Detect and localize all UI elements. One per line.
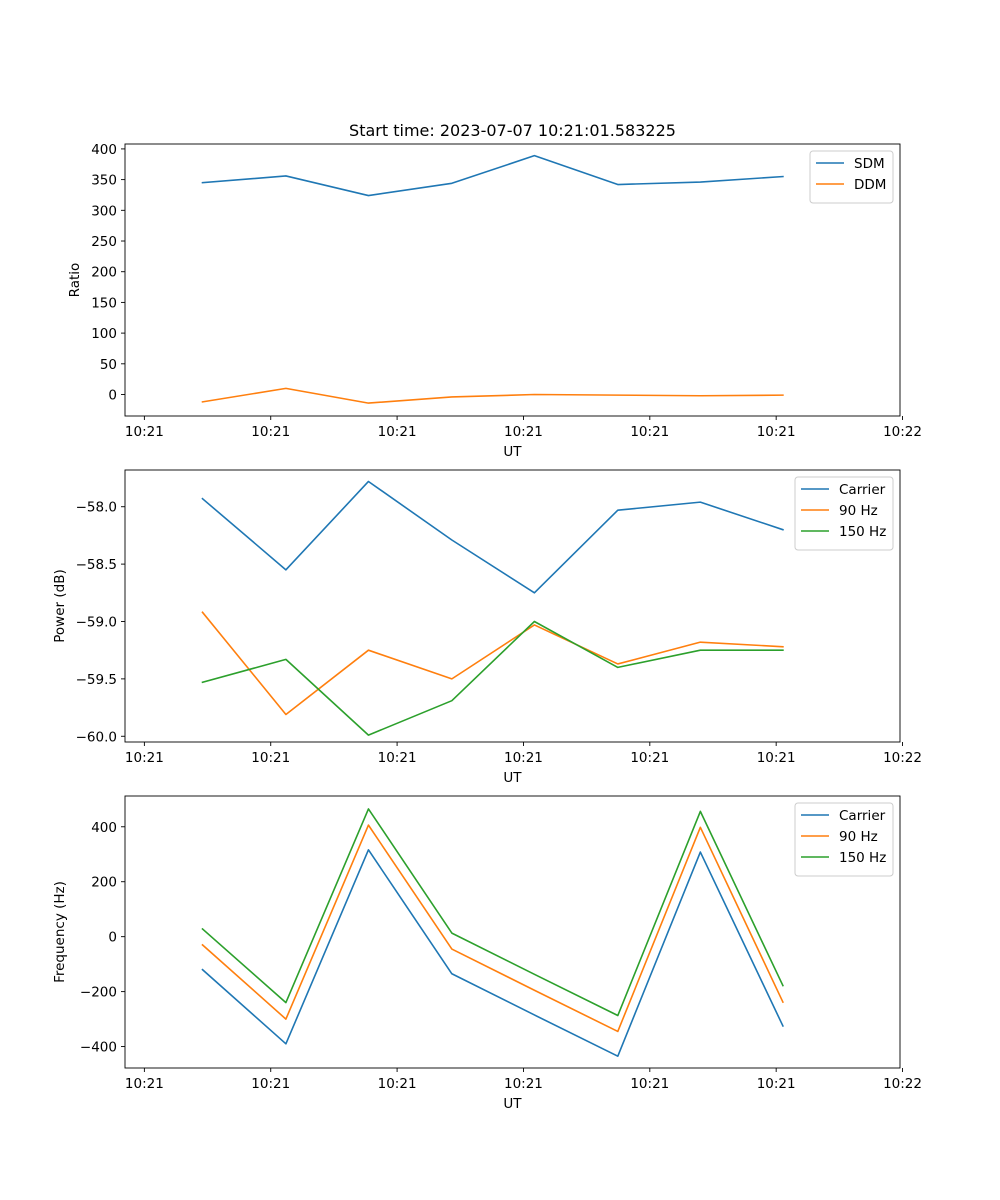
y-tick-label: 400 xyxy=(91,820,117,836)
x-tick-label: 10:22 xyxy=(883,1076,922,1092)
y-tick-label: −58.5 xyxy=(76,557,117,573)
y-tick-label: −59.5 xyxy=(76,672,117,688)
x-tick-label: 10:21 xyxy=(251,750,290,766)
legend-label: Carrier xyxy=(839,808,886,824)
y-tick-label: −200 xyxy=(80,985,117,1001)
legend-label: DDM xyxy=(854,177,886,193)
x-axis-label: UT xyxy=(503,770,522,786)
series-line-150-hz xyxy=(201,808,784,1017)
y-axis-label: Frequency (Hz) xyxy=(52,881,68,983)
axes-frame xyxy=(124,143,901,417)
y-tick-label: 250 xyxy=(91,234,117,250)
series-line-90-hz xyxy=(201,824,784,1033)
legend-label: 90 Hz xyxy=(839,829,878,845)
x-tick-label: 10:21 xyxy=(378,424,417,440)
x-tick-label: 10:22 xyxy=(883,750,922,766)
x-tick-label: 10:21 xyxy=(504,1076,543,1092)
series-line-ddm xyxy=(201,387,784,404)
y-tick-label: 200 xyxy=(91,875,117,891)
y-tick-label: 150 xyxy=(91,295,117,311)
chart-title: Start time: 2023-07-07 10:21:01.583225 xyxy=(349,121,676,140)
x-tick-label: 10:21 xyxy=(757,424,796,440)
legend: Carrier 90 Hz 150 Hz xyxy=(794,476,894,551)
legend-label: 150 Hz xyxy=(839,524,886,540)
legend: Carrier 90 Hz 150 Hz xyxy=(794,802,894,877)
x-tick-label: 10:21 xyxy=(251,424,290,440)
y-axis-label: Power (dB) xyxy=(52,569,68,642)
x-tick-label: 10:21 xyxy=(251,1076,290,1092)
panel-power: 10:21 10:21 10:21 10:21 10:21 10:21 10:22 −60.0… xyxy=(52,469,922,786)
y-tick-label: 300 xyxy=(91,203,117,219)
series-line-90-hz xyxy=(201,611,784,716)
series-line-carrier xyxy=(201,849,784,1057)
x-tick-label: 10:21 xyxy=(630,1076,669,1092)
x-tick-label: 10:21 xyxy=(630,424,669,440)
legend-label: Carrier xyxy=(839,482,886,498)
y-tick-label: −60.0 xyxy=(76,729,117,745)
axes-frame xyxy=(124,795,901,1069)
series-line-sdm xyxy=(201,154,784,197)
y-tick-label: 50 xyxy=(100,357,117,373)
panel-frequency: 10:21 10:21 10:21 10:21 10:21 10:21 10:22 −400 −… xyxy=(52,795,922,1112)
x-axis-label: UT xyxy=(503,444,522,460)
x-tick-label: 10:21 xyxy=(125,424,164,440)
x-tick-label: 10:21 xyxy=(757,750,796,766)
x-tick-label: 10:21 xyxy=(125,750,164,766)
x-tick-label: 10:21 xyxy=(378,1076,417,1092)
series-line-150-hz xyxy=(201,620,784,736)
y-tick-label: 200 xyxy=(91,265,117,281)
y-axis-label: Ratio xyxy=(67,263,83,298)
x-tick-label: 10:22 xyxy=(883,424,922,440)
y-tick-label: 0 xyxy=(108,930,117,946)
x-axis-label: UT xyxy=(503,1096,522,1112)
y-tick-label: 0 xyxy=(108,388,117,404)
legend: SDM DDM xyxy=(809,150,894,204)
x-tick-label: 10:21 xyxy=(630,750,669,766)
x-tick-label: 10:21 xyxy=(378,750,417,766)
legend-label: 90 Hz xyxy=(839,503,878,519)
y-tick-label: 400 xyxy=(91,142,117,158)
y-tick-label: 100 xyxy=(91,326,117,342)
x-tick-label: 10:21 xyxy=(504,750,543,766)
legend-label: 150 Hz xyxy=(839,850,886,866)
y-tick-label: −58.0 xyxy=(76,500,117,516)
y-tick-label: −59.0 xyxy=(76,614,117,630)
x-tick-label: 10:21 xyxy=(125,1076,164,1092)
panel-ratio: 10:21 10:21 10:21 10:21 10:21 10:21 10:22 0 50 10… xyxy=(67,142,922,460)
x-tick-label: 10:21 xyxy=(757,1076,796,1092)
axes-frame xyxy=(124,469,901,743)
legend-label: SDM xyxy=(854,156,885,172)
y-tick-label: 350 xyxy=(91,173,117,189)
y-tick-label: −400 xyxy=(80,1040,117,1056)
legend-box xyxy=(809,150,894,204)
x-tick-label: 10:21 xyxy=(504,424,543,440)
series-line-carrier xyxy=(201,480,784,594)
